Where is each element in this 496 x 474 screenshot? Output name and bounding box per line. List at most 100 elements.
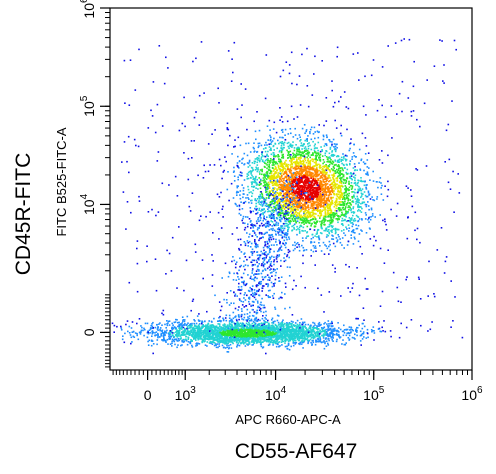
data-point bbox=[286, 325, 288, 328]
data-point bbox=[204, 336, 206, 338]
data-point bbox=[323, 323, 325, 325]
data-point bbox=[292, 141, 294, 143]
data-point bbox=[363, 169, 365, 172]
data-point bbox=[309, 132, 311, 135]
data-point bbox=[297, 334, 299, 336]
data-point bbox=[299, 136, 301, 138]
data-point bbox=[178, 331, 180, 334]
data-point bbox=[360, 229, 362, 231]
data-point bbox=[288, 193, 290, 196]
data-point bbox=[268, 163, 270, 166]
data-point bbox=[276, 314, 279, 317]
data-point bbox=[276, 332, 279, 334]
data-point bbox=[341, 201, 344, 203]
data-point bbox=[318, 335, 321, 337]
data-point bbox=[196, 331, 199, 333]
data-point bbox=[269, 335, 271, 338]
data-point bbox=[215, 336, 217, 338]
data-point bbox=[290, 189, 292, 192]
data-point bbox=[138, 318, 141, 320]
data-point bbox=[320, 225, 322, 227]
data-point bbox=[177, 337, 180, 340]
data-point bbox=[195, 335, 198, 337]
data-point bbox=[243, 335, 245, 338]
data-point bbox=[344, 179, 346, 181]
data-point bbox=[329, 177, 331, 179]
data-point bbox=[314, 195, 317, 198]
data-point bbox=[267, 183, 269, 186]
data-point bbox=[242, 339, 244, 342]
data-point bbox=[287, 217, 289, 220]
data-point bbox=[343, 197, 346, 199]
data-point bbox=[274, 330, 276, 333]
data-point bbox=[309, 187, 311, 189]
data-point bbox=[238, 336, 240, 339]
data-point bbox=[269, 334, 271, 337]
data-point bbox=[384, 220, 386, 223]
data-point bbox=[311, 344, 313, 346]
data-point bbox=[267, 139, 269, 141]
data-point bbox=[171, 322, 173, 325]
data-point bbox=[252, 146, 255, 149]
data-point bbox=[278, 331, 281, 333]
data-point bbox=[161, 324, 163, 326]
data-point bbox=[236, 194, 238, 196]
data-point bbox=[327, 320, 330, 322]
data-point bbox=[274, 328, 277, 331]
data-point bbox=[309, 334, 311, 337]
data-point bbox=[333, 333, 336, 336]
data-point bbox=[314, 216, 316, 219]
data-point bbox=[327, 157, 330, 159]
data-point bbox=[332, 185, 334, 187]
data-point bbox=[356, 327, 359, 329]
data-point bbox=[224, 335, 226, 337]
data-point bbox=[285, 217, 287, 219]
data-point bbox=[303, 124, 306, 126]
data-point bbox=[207, 330, 210, 332]
data-point bbox=[279, 149, 281, 152]
data-point bbox=[366, 328, 369, 331]
data-point bbox=[249, 334, 251, 336]
data-point bbox=[179, 337, 182, 340]
data-point bbox=[322, 173, 324, 176]
data-point bbox=[236, 321, 239, 323]
data-point bbox=[304, 338, 307, 341]
data-point bbox=[352, 201, 355, 203]
data-point bbox=[300, 335, 303, 338]
data-point bbox=[301, 127, 304, 130]
data-point bbox=[337, 234, 339, 236]
data-point bbox=[237, 339, 239, 342]
data-point bbox=[326, 325, 329, 327]
data-point bbox=[328, 188, 330, 191]
data-point bbox=[262, 332, 265, 335]
data-point bbox=[325, 328, 327, 331]
data-point bbox=[327, 342, 329, 345]
data-point bbox=[206, 328, 208, 331]
data-point bbox=[163, 334, 165, 336]
data-point bbox=[329, 215, 332, 218]
data-point bbox=[243, 343, 245, 345]
data-point bbox=[197, 319, 200, 321]
data-point bbox=[231, 326, 234, 328]
data-point bbox=[274, 324, 277, 326]
data-point bbox=[200, 329, 203, 332]
data-point bbox=[264, 322, 266, 325]
data-point bbox=[271, 194, 273, 196]
data-point bbox=[312, 339, 314, 342]
data-point bbox=[242, 335, 244, 338]
data-point bbox=[300, 334, 302, 337]
data-point bbox=[280, 180, 282, 182]
data-point bbox=[192, 327, 194, 330]
data-point bbox=[319, 220, 321, 223]
data-point bbox=[210, 336, 212, 339]
data-point bbox=[245, 336, 248, 338]
data-point bbox=[265, 218, 267, 221]
data-point bbox=[281, 166, 284, 168]
data-point bbox=[181, 325, 183, 327]
data-point bbox=[292, 136, 295, 138]
data-point bbox=[221, 344, 224, 347]
data-point bbox=[347, 224, 350, 226]
data-point bbox=[267, 332, 269, 334]
data-point bbox=[324, 332, 327, 334]
data-point bbox=[151, 330, 153, 333]
